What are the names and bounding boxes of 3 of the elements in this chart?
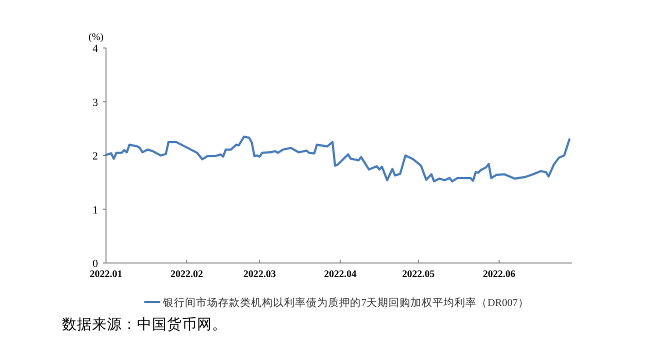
annotation: 数据来源：中国货币网。 xyxy=(62,317,227,333)
ylabel: (%) xyxy=(88,32,104,43)
legend-label: 银行间市场存款类机构以利率债为质押的7天期回购加权平均利率（DR007） xyxy=(162,296,529,309)
